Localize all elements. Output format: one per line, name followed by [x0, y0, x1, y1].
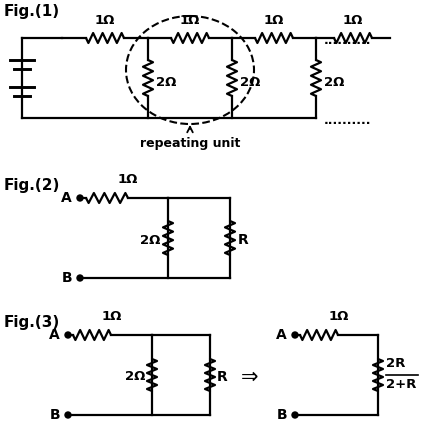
Circle shape — [77, 275, 83, 281]
Text: R: R — [238, 233, 249, 247]
Text: B: B — [49, 408, 60, 422]
Text: Fig.(3): Fig.(3) — [4, 315, 60, 330]
Text: B: B — [61, 271, 72, 285]
Text: 2+R: 2+R — [386, 378, 416, 391]
Text: ..........: .......... — [324, 35, 372, 47]
Circle shape — [65, 332, 71, 338]
Text: 1Ω: 1Ω — [95, 14, 115, 27]
Text: 2Ω: 2Ω — [240, 75, 260, 88]
Text: 2Ω: 2Ω — [156, 75, 176, 88]
Text: A: A — [276, 328, 287, 342]
Text: A: A — [49, 328, 60, 342]
Text: 1Ω: 1Ω — [328, 310, 349, 323]
Text: B: B — [276, 408, 287, 422]
Text: 1Ω: 1Ω — [264, 14, 284, 27]
Circle shape — [292, 332, 298, 338]
Circle shape — [292, 412, 298, 418]
Text: 2Ω: 2Ω — [324, 75, 344, 88]
Text: 1Ω: 1Ω — [118, 173, 138, 186]
Text: Fig.(2): Fig.(2) — [4, 178, 60, 193]
Text: 1Ω: 1Ω — [343, 14, 363, 27]
Text: 2Ω: 2Ω — [140, 233, 160, 247]
Text: 2Ω: 2Ω — [124, 371, 145, 384]
Circle shape — [65, 412, 71, 418]
Text: 1Ω: 1Ω — [180, 14, 200, 27]
Text: R: R — [217, 370, 228, 384]
Text: ..........: .......... — [324, 114, 372, 127]
Text: 1Ω: 1Ω — [102, 310, 122, 323]
Text: repeating unit: repeating unit — [140, 137, 240, 150]
Text: A: A — [61, 191, 72, 205]
Circle shape — [77, 195, 83, 201]
Text: Fig.(1): Fig.(1) — [4, 4, 60, 19]
Text: ⇒: ⇒ — [241, 367, 259, 387]
Text: 2R: 2R — [386, 357, 405, 370]
